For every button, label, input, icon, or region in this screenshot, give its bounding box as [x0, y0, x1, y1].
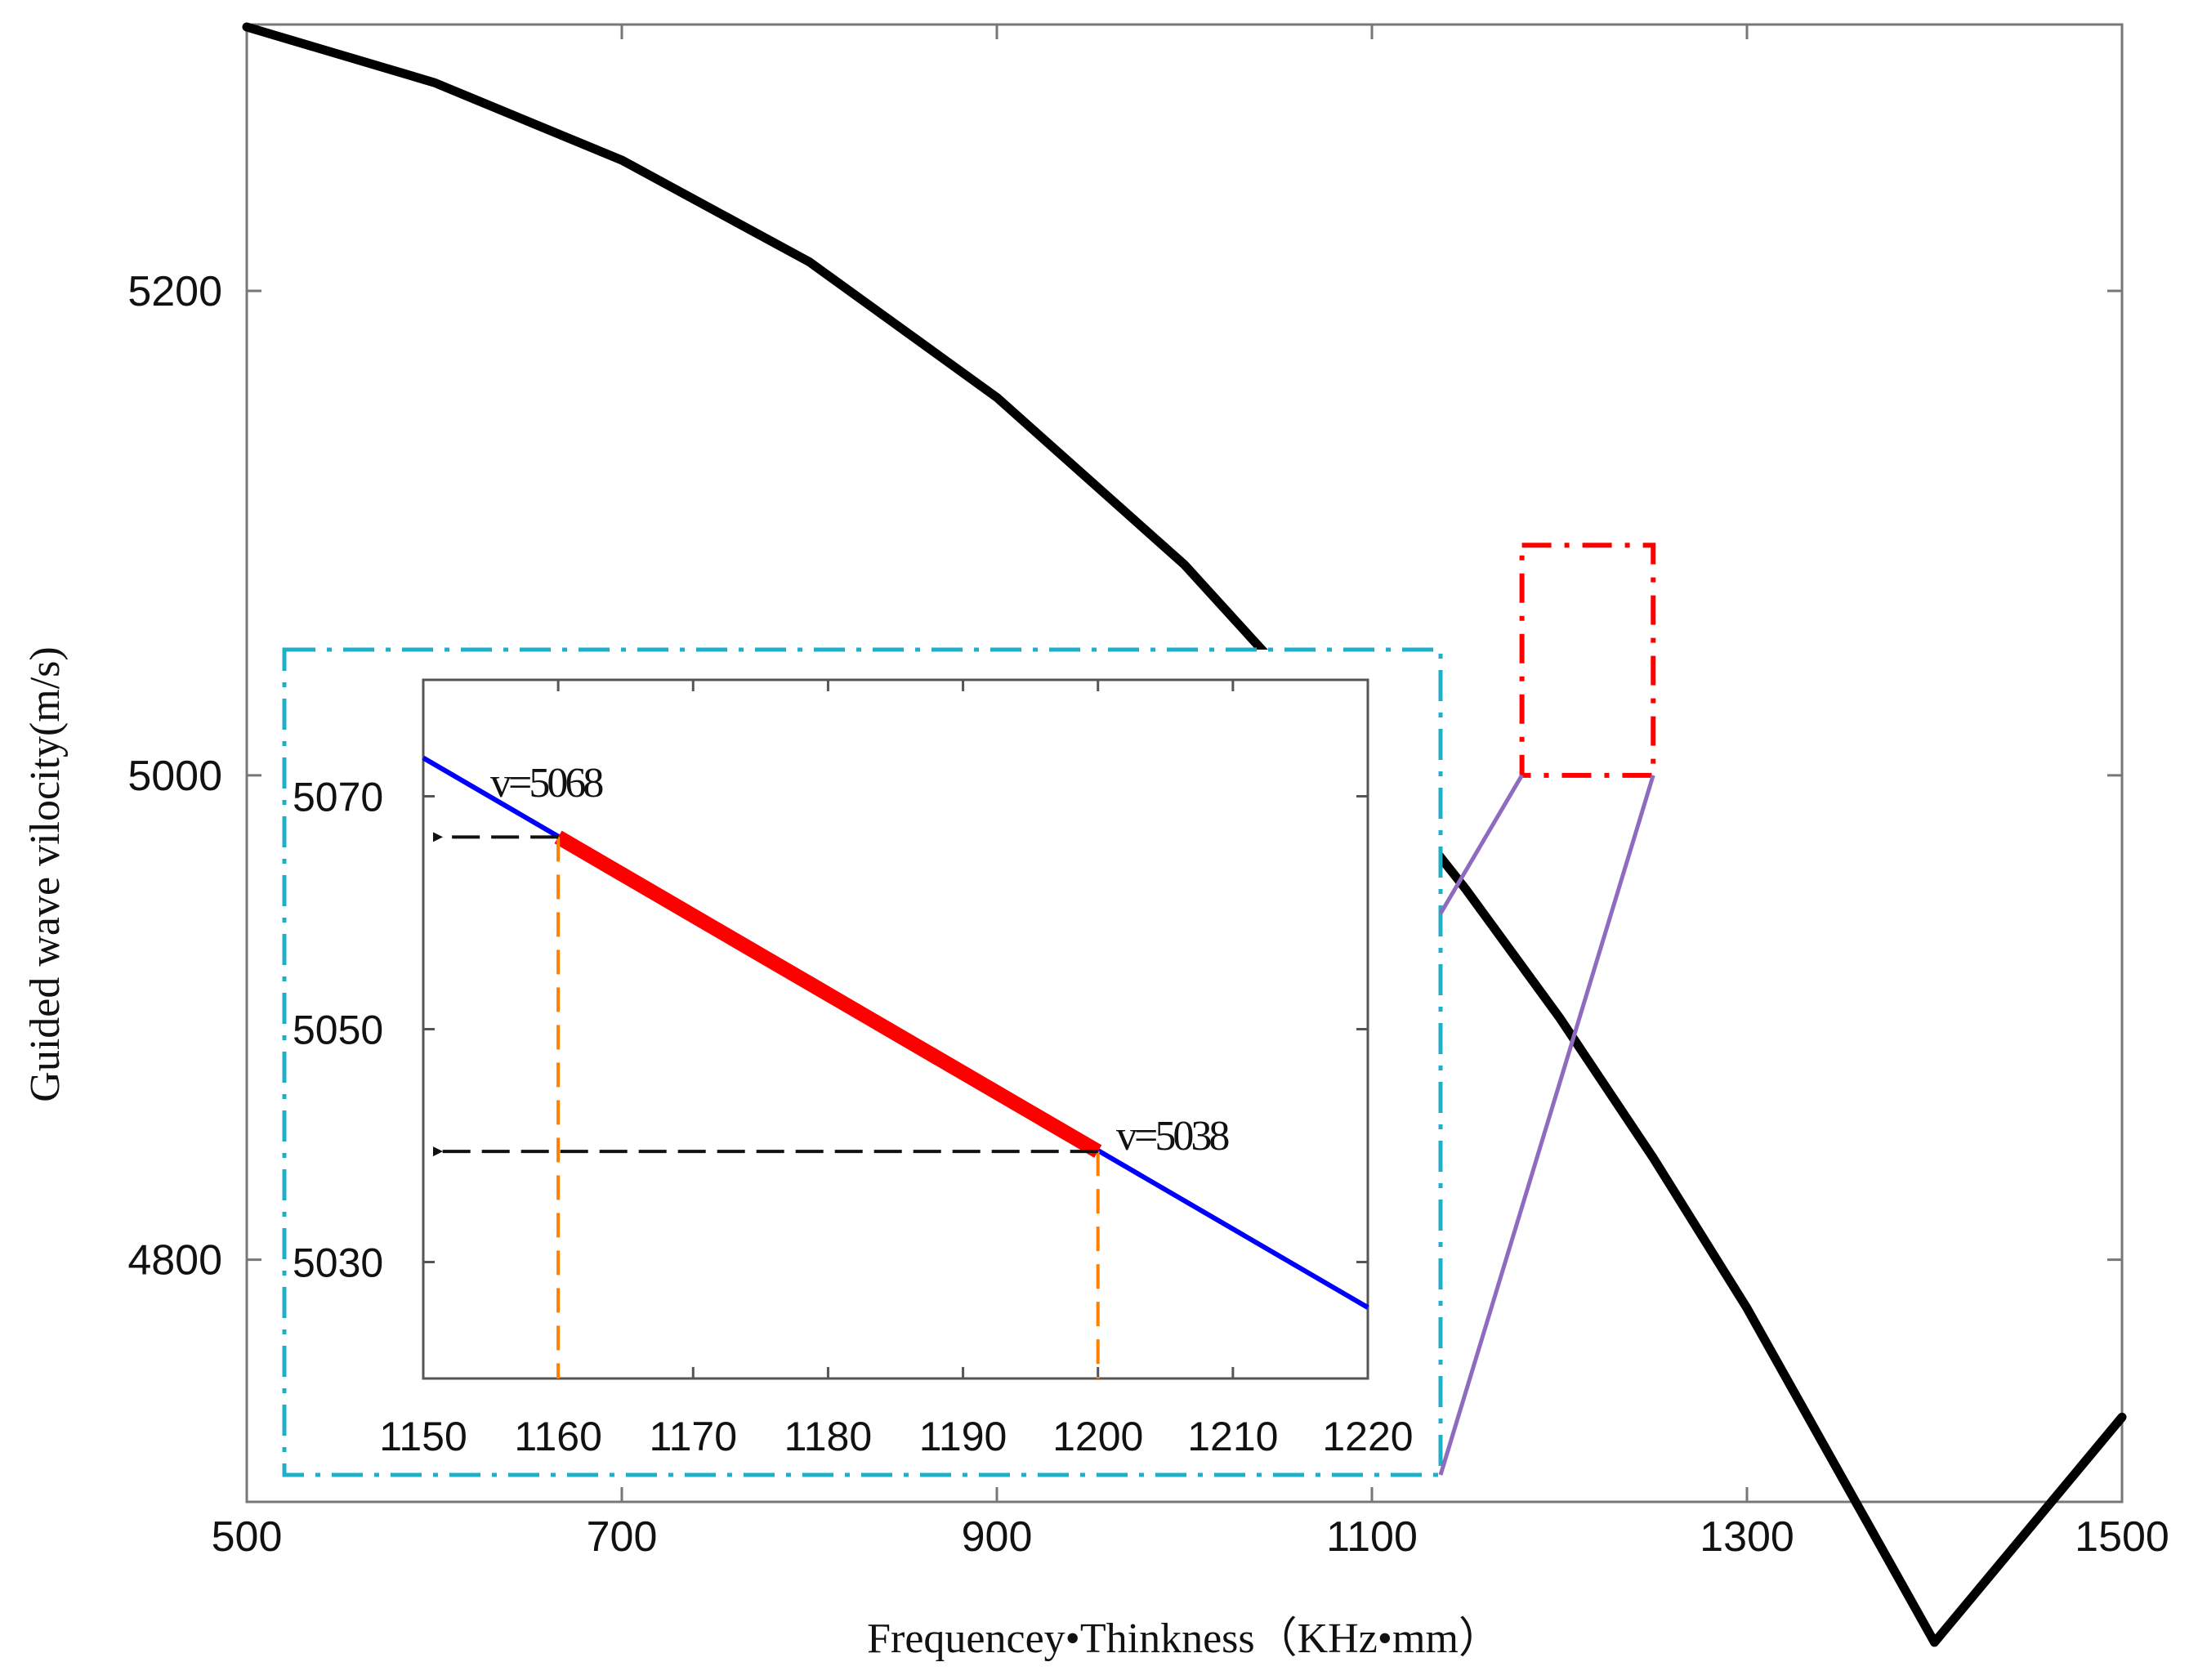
inset-y-tick-label: 5050 [293, 1008, 383, 1053]
inset-x-tick-label: 1180 [784, 1414, 873, 1459]
inset-x-tick-label: 1210 [1187, 1414, 1278, 1459]
x-tick-label: 1500 [2075, 1513, 2169, 1561]
zoom-connector-line [1438, 774, 1524, 915]
x-tick-label: 1300 [1700, 1513, 1794, 1561]
inset-x-tick-label: 1170 [650, 1414, 738, 1459]
x-tick-label: 500 [212, 1513, 283, 1561]
y-axis-title: Guided wave vilocity(m/s) [22, 646, 69, 1101]
x-axis-title: Frequencey•Thinkness（KHz•mm） [867, 1615, 1501, 1662]
zoom-box [1519, 543, 1656, 778]
x-tick-label: 1100 [1326, 1513, 1418, 1561]
x-tick-label: 900 [962, 1513, 1033, 1561]
zoom-connector-line [1438, 775, 1655, 1476]
inset-y-tick-label: 5030 [293, 1240, 383, 1286]
inset-annotation-label: v=5038 [1116, 1113, 1229, 1159]
inset-x-tick-label: 1220 [1322, 1414, 1413, 1459]
x-tick-label: 700 [587, 1513, 658, 1561]
inset-x-tick-label: 1190 [919, 1414, 1007, 1459]
inset-frame [282, 647, 1443, 1477]
inset-y-tick-label: 5070 [293, 775, 383, 820]
main-plot-frame [245, 23, 2124, 1504]
inset-annotation-label: v=5068 [490, 760, 603, 806]
inset-background [284, 650, 1441, 1475]
y-tick-label: 5000 [127, 753, 222, 800]
y-tick-label: 4800 [127, 1237, 222, 1285]
inset-x-tick-label: 1200 [1052, 1414, 1143, 1459]
inset-x-tick-label: 1160 [514, 1414, 602, 1459]
inset-x-tick-label: 1150 [379, 1414, 467, 1459]
inset-highlight-line [554, 830, 1102, 1158]
y-tick-label: 5200 [127, 268, 222, 315]
